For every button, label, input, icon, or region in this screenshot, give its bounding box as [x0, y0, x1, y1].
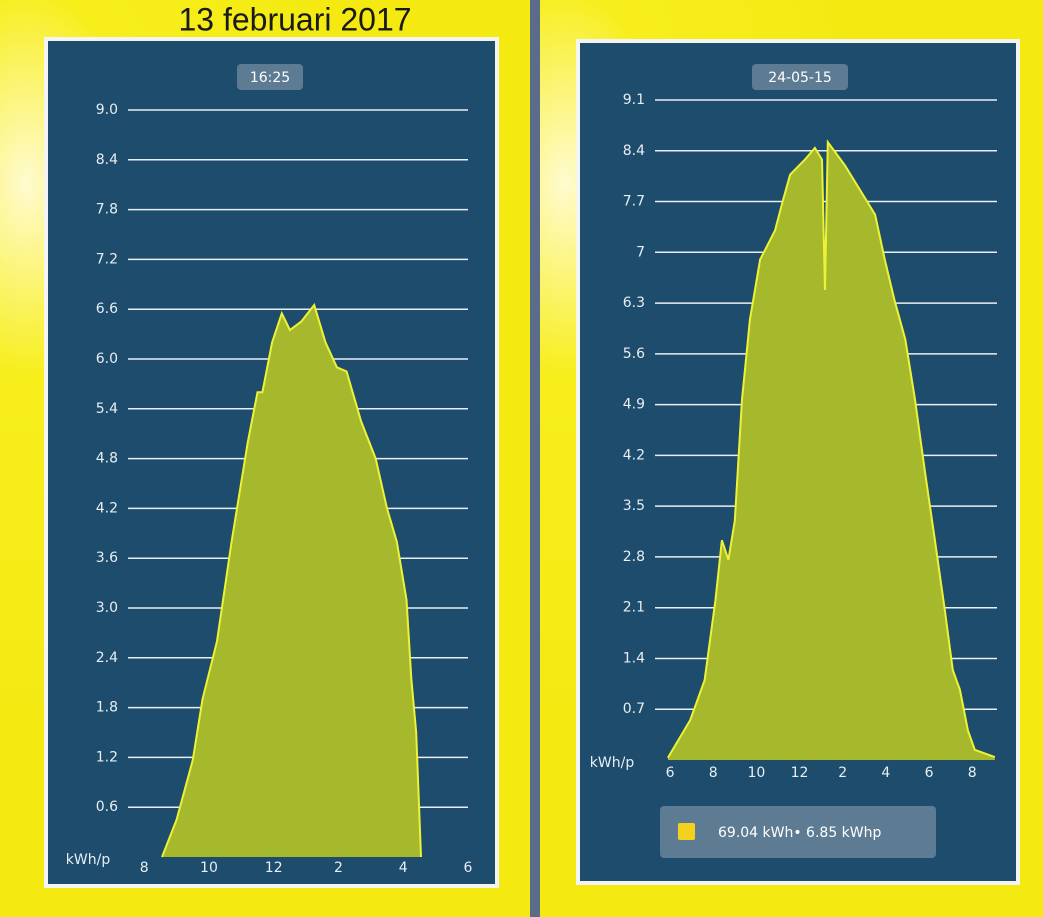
y-tick-label: 8.4 [96, 152, 118, 168]
y-tick-label: 0.7 [623, 701, 645, 717]
y-tick-label: 7 [636, 244, 645, 260]
x-tick-label: 6 [666, 765, 675, 781]
legend-box [660, 806, 936, 858]
x-tick-label: 6 [925, 765, 934, 781]
date-badge [237, 64, 303, 90]
x-tick-label: 2 [334, 860, 343, 876]
y-tick-label: 9.1 [623, 92, 645, 108]
x-tick-label: 6 [464, 860, 473, 876]
y-tick-label: 4.9 [623, 397, 645, 413]
y-tick-label: 2.1 [623, 600, 645, 616]
y-tick-label: 0.6 [96, 799, 118, 815]
y-tick-label: 7.8 [96, 202, 118, 218]
x-tick-label: 4 [881, 765, 890, 781]
area-outline [161, 302, 422, 858]
y-tick-label: 3.0 [96, 600, 118, 616]
x-tick-label: 12 [791, 765, 809, 781]
y-tick-label: 1.4 [623, 650, 645, 666]
date-badge-label: 16:25 [250, 70, 290, 86]
y-tick-label: 7.2 [96, 251, 118, 267]
y-tick-label: 3.5 [623, 498, 645, 514]
divider [530, 0, 540, 917]
y-tick-label: 6.6 [96, 301, 118, 317]
x-tick-label: 8 [140, 860, 149, 876]
y-tick-label: 4.2 [623, 447, 645, 463]
area [667, 142, 995, 761]
y-tick-label: 3.6 [96, 550, 118, 566]
y-tick-label: 1.8 [96, 700, 118, 716]
legend-swatch [678, 823, 695, 840]
y-tick-label: 9.0 [96, 102, 118, 118]
date-badge-label: 24-05-15 [768, 70, 832, 86]
area-outline [667, 139, 996, 759]
y-axis-label: kWh/p [590, 755, 635, 771]
x-tick-label: 8 [709, 765, 718, 781]
x-tick-label: 10 [747, 765, 765, 781]
y-tick-label: 7.7 [623, 194, 645, 210]
y-tick-label: 5.6 [623, 346, 645, 362]
x-tick-label: 4 [399, 860, 408, 876]
date-badge [752, 64, 848, 90]
legend-label: 69.04 kWh• 6.85 kWhp [718, 825, 882, 841]
y-tick-label: 2.8 [623, 549, 645, 565]
y-tick-label: 4.8 [96, 451, 118, 467]
y-tick-label: 5.4 [96, 401, 118, 417]
x-tick-label: 2 [838, 765, 847, 781]
x-tick-label: 8 [968, 765, 977, 781]
x-tick-label: 10 [200, 860, 218, 876]
area [162, 305, 421, 857]
chart-title: 13 februari 2017 [178, 1, 411, 37]
x-tick-label: 12 [265, 860, 283, 876]
y-axis-label: kWh/p [66, 852, 111, 868]
y-tick-label: 6.0 [96, 351, 118, 367]
y-tick-label: 2.4 [96, 650, 118, 666]
y-tick-label: 6.3 [623, 295, 645, 311]
y-tick-label: 1.2 [96, 749, 118, 765]
y-tick-label: 8.4 [623, 143, 645, 159]
y-tick-label: 4.2 [96, 500, 118, 516]
